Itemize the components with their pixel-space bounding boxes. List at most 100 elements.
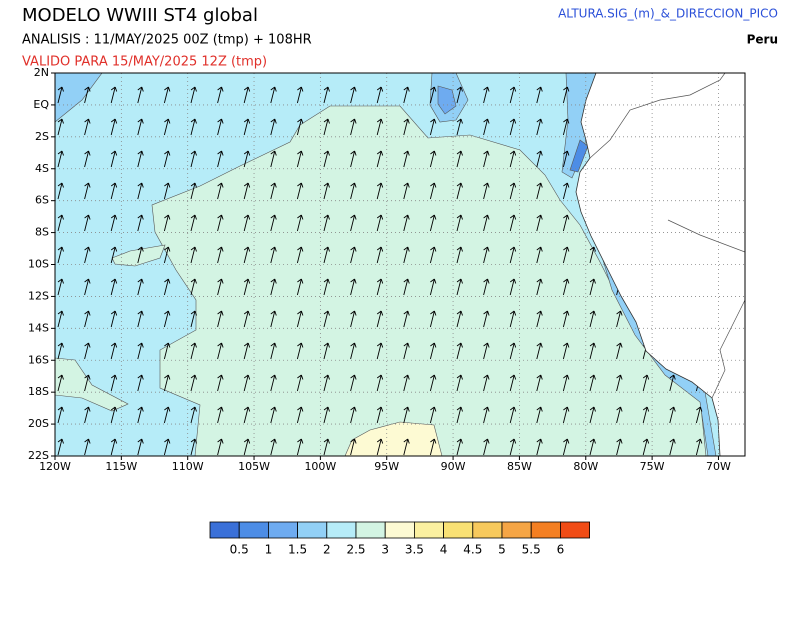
y-tick-label: 4S [35, 162, 49, 175]
direction-arrow [137, 182, 144, 200]
colorbar: 0.5 1 1.5 2 2.5 3 3.5 4 4.5 5 5.5 6 [209, 521, 591, 557]
direction-arrow [509, 374, 517, 392]
direction-arrow [190, 342, 197, 360]
direction-arrow [350, 182, 357, 200]
direction-arrow [57, 374, 64, 392]
direction-arrow [217, 438, 224, 456]
direction-arrow [270, 246, 277, 264]
direction-arrow [376, 86, 384, 104]
direction-arrow [616, 406, 623, 424]
direction-arrow [456, 438, 463, 456]
x-tick-label: 105W [238, 460, 270, 473]
colorbar-label: 1 [265, 543, 273, 557]
direction-arrow [456, 182, 463, 200]
direction-arrow [110, 246, 118, 264]
direction-arrow [296, 438, 304, 456]
direction-arrow [190, 310, 197, 328]
direction-arrow [589, 374, 596, 392]
direction-arrow [509, 406, 517, 424]
colorbar-box [530, 521, 561, 539]
direction-arrow [616, 342, 623, 360]
direction-arrow [483, 182, 490, 200]
direction-arrow [137, 342, 144, 360]
direction-arrow [163, 246, 171, 264]
direction-arrow [110, 406, 118, 424]
direction-arrow [483, 310, 490, 328]
direction-arrow [536, 214, 543, 232]
x-tick-label: 120W [39, 460, 71, 473]
colorbar-label: 4 [440, 543, 448, 557]
direction-arrow [536, 374, 543, 392]
direction-arrow [163, 406, 171, 424]
direction-arrow [429, 438, 437, 456]
y-tick-label: 16S [28, 353, 49, 366]
direction-arrow [84, 182, 91, 200]
colorbar-box [355, 521, 386, 539]
direction-arrow [429, 310, 437, 328]
direction-arrow [669, 438, 676, 456]
direction-arrow [456, 278, 463, 296]
contour-region [55, 73, 103, 123]
direction-arrow [84, 438, 91, 456]
direction-arrow [456, 310, 463, 328]
direction-arrow [323, 86, 330, 104]
direction-arrow [350, 310, 357, 328]
direction-arrow [429, 86, 437, 104]
direction-arrow [243, 342, 251, 360]
direction-arrow [429, 406, 437, 424]
direction-arrow [137, 214, 144, 232]
colorbar-box [413, 521, 444, 539]
direction-arrow [616, 438, 623, 456]
contour-region [344, 421, 443, 456]
direction-arrow [616, 374, 623, 392]
direction-arrow [163, 150, 171, 168]
direction-arrow [376, 246, 384, 264]
direction-arrow [57, 118, 64, 136]
direction-arrow [536, 118, 543, 136]
direction-arrow [483, 214, 490, 232]
colorbar-label: 4.5 [463, 543, 482, 557]
direction-arrow [403, 214, 410, 232]
direction-arrow [163, 310, 171, 328]
direction-arrow [456, 246, 463, 264]
direction-arrow [57, 310, 64, 328]
direction-arrow [562, 310, 570, 328]
colorbar-box [560, 521, 591, 539]
colorbar-box [267, 521, 298, 539]
x-tick-label: 115W [105, 460, 137, 473]
direction-arrow [429, 214, 437, 232]
direction-arrow [403, 118, 410, 136]
direction-arrow [509, 86, 517, 104]
direction-arrow [57, 438, 64, 456]
direction-arrow [190, 214, 197, 232]
direction-arrow [456, 86, 463, 104]
direction-arrow [483, 150, 490, 168]
direction-arrow [296, 118, 304, 136]
colorbar-box [443, 521, 474, 539]
direction-arrow [84, 278, 91, 296]
direction-arrow [110, 374, 118, 392]
direction-arrow [296, 86, 304, 104]
direction-arrow [163, 118, 171, 136]
direction-arrow [589, 406, 596, 424]
direction-arrow [562, 438, 570, 456]
direction-arrow [429, 150, 437, 168]
direction-arrow [217, 246, 224, 264]
x-tick-label: 95W [374, 460, 399, 473]
direction-arrow [376, 150, 384, 168]
direction-arrow [509, 438, 517, 456]
direction-arrow [589, 310, 596, 328]
direction-arrow [483, 438, 490, 456]
direction-arrow [270, 118, 277, 136]
direction-arrow [403, 406, 410, 424]
y-tick-label: 14S [28, 321, 49, 334]
direction-arrow [669, 374, 676, 392]
direction-arrow [110, 118, 118, 136]
direction-arrow [137, 406, 144, 424]
direction-arrow [243, 310, 251, 328]
direction-arrow [483, 406, 490, 424]
direction-arrow [323, 182, 330, 200]
direction-arrow [84, 374, 91, 392]
direction-arrow [350, 342, 357, 360]
direction-arrow [536, 246, 543, 264]
